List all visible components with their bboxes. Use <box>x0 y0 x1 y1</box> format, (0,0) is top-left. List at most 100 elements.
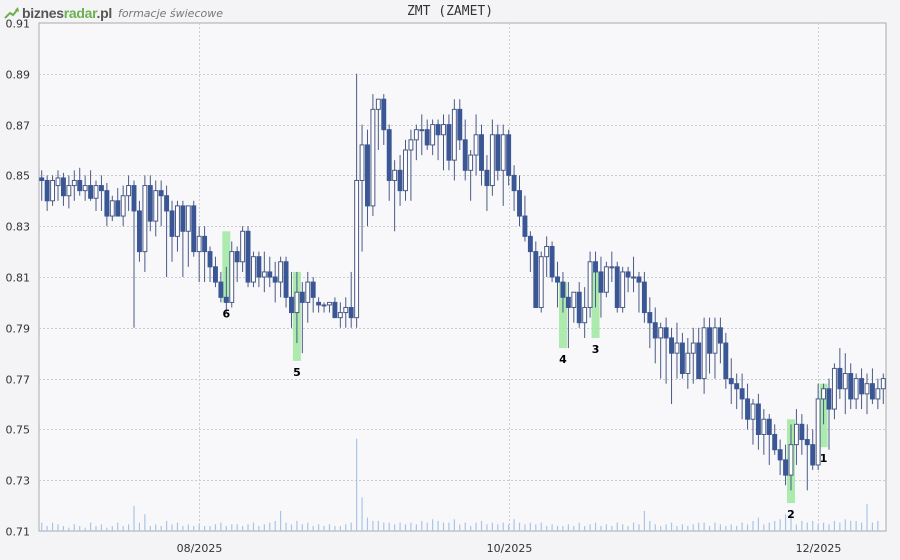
y-axis-labels: 0.91 0.89 0.87 0.85 0.83 0.81 0.79 0.77 0.75 0.73… <box>6 18 31 539</box>
volume-bar <box>285 522 287 531</box>
candle <box>370 94 376 217</box>
candle-body-up <box>403 149 408 192</box>
volume-bar <box>600 525 602 531</box>
candle <box>158 180 164 227</box>
candle-body-down <box>734 383 740 390</box>
candle <box>815 383 821 471</box>
volume-bar <box>665 524 667 531</box>
candle-body-down <box>728 378 734 385</box>
candle <box>316 297 322 313</box>
volume-bar <box>122 525 124 531</box>
candle-body-down <box>435 124 441 136</box>
volume-bar <box>432 519 434 531</box>
candle-body-down <box>614 266 620 308</box>
candle <box>712 317 718 379</box>
volume-bar <box>812 520 814 531</box>
volume-bar <box>437 520 439 531</box>
candle-body-down <box>332 301 338 319</box>
candle-body-up <box>321 304 327 307</box>
logo[interactable]: biznesradar.pl formacje świecowe <box>4 2 223 24</box>
volume-bar <box>280 510 282 531</box>
candle-body-up <box>587 261 593 308</box>
volume-bar <box>746 524 749 531</box>
candle <box>538 251 544 313</box>
candle-body-down <box>88 185 94 199</box>
candle-body-down <box>44 179 50 202</box>
candle <box>93 180 99 211</box>
grid-lines <box>39 23 886 531</box>
candle-body-down <box>147 185 153 222</box>
volume-bar <box>79 525 81 531</box>
volume-bar <box>171 524 173 531</box>
candle <box>299 282 305 354</box>
candle <box>109 195 115 222</box>
candle <box>120 185 126 227</box>
volume-bar <box>209 525 211 531</box>
candle-body-down <box>826 388 832 410</box>
volume-bar <box>627 525 629 531</box>
candle <box>755 393 761 450</box>
volume-bar <box>698 522 700 531</box>
candle <box>690 327 696 384</box>
volume-bar <box>312 525 314 531</box>
candle-body-down <box>641 281 647 314</box>
volume-bar <box>394 524 396 531</box>
volume-bar <box>160 525 162 531</box>
volume-bar <box>269 522 271 531</box>
volume-bar <box>752 520 754 531</box>
candle-body-up <box>50 179 56 202</box>
candle <box>229 241 235 308</box>
candle-body-down <box>837 367 843 390</box>
candle <box>457 99 463 150</box>
volume-bar <box>242 525 244 531</box>
volume-bar <box>51 522 54 531</box>
volume-bar <box>822 522 825 531</box>
volume-bar <box>318 524 320 531</box>
candle <box>506 129 512 186</box>
volume-bar <box>567 524 569 531</box>
candle <box>115 188 121 217</box>
volume-bar <box>736 525 738 531</box>
candle <box>859 368 865 410</box>
candle-body-up <box>174 205 180 237</box>
candle-body-down <box>462 139 468 171</box>
volume-bar <box>486 524 488 531</box>
candle <box>669 327 674 404</box>
candle <box>261 251 267 293</box>
candle <box>663 317 669 384</box>
candle-body-down <box>299 291 305 303</box>
volume-bar <box>388 522 390 531</box>
volume-bar <box>350 522 352 531</box>
volume-bar <box>421 520 423 531</box>
candle-body-down <box>647 312 653 324</box>
candle <box>826 378 832 450</box>
candle-body-down <box>848 373 854 400</box>
candle-body-down <box>533 251 539 308</box>
candle <box>853 373 859 410</box>
trend-arrow-icon <box>4 7 19 19</box>
x-tick-label: 10/2025 <box>487 542 533 555</box>
volume-bar <box>589 524 591 531</box>
candle <box>267 256 273 288</box>
candle-body-up <box>750 403 756 420</box>
candle <box>609 251 615 283</box>
candle <box>234 246 240 283</box>
candle-body-down <box>723 342 729 380</box>
candle <box>256 251 262 288</box>
brand-part-3: .pl <box>96 5 113 21</box>
candle-body-up <box>603 266 609 293</box>
candle-body-up <box>359 144 365 181</box>
candle <box>354 73 360 328</box>
pattern-label: 5 <box>293 366 301 379</box>
candle-body-up <box>66 185 72 197</box>
candles <box>39 73 886 491</box>
volume-bar <box>497 524 499 531</box>
candle-body-down <box>310 281 316 298</box>
candle-body-down <box>625 271 631 278</box>
candle-body-down <box>717 327 723 344</box>
candle <box>71 170 77 201</box>
volume-bar <box>795 524 798 531</box>
y-tick-label: 0.73 <box>6 475 31 488</box>
candle-body-down <box>218 281 224 298</box>
candle <box>191 200 197 257</box>
